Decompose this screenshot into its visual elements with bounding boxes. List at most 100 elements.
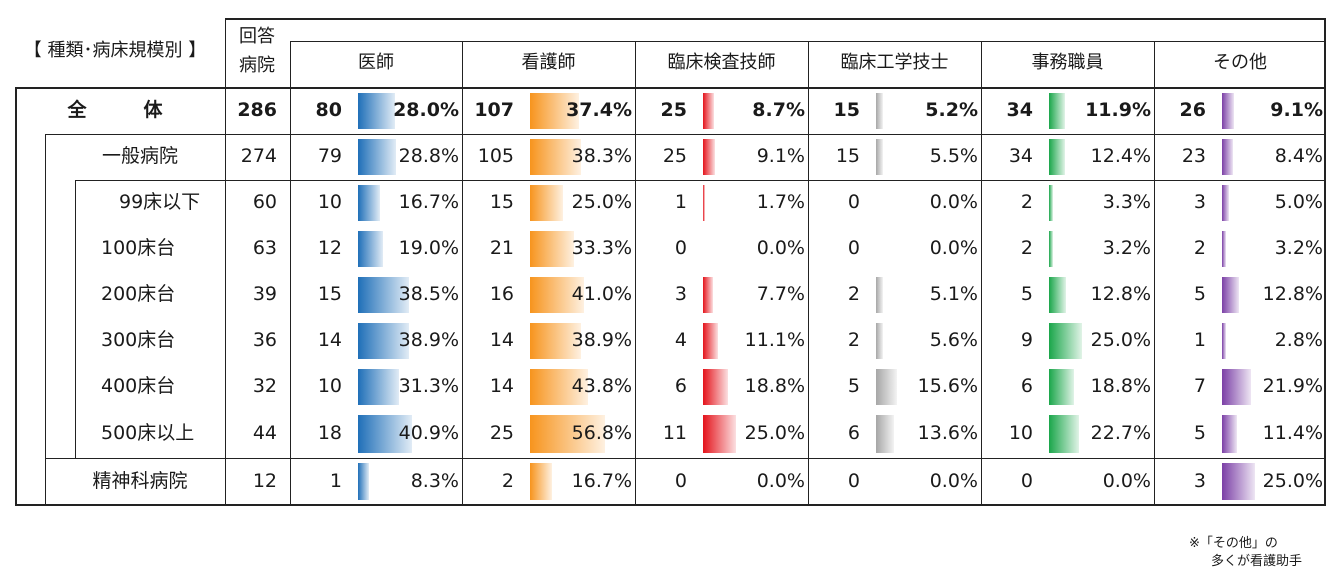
grid-line — [1324, 18, 1326, 505]
percent-value: 38.9% — [398, 329, 459, 351]
respondents-count: 60 — [252, 191, 277, 213]
percent-value: 3.3% — [1102, 191, 1151, 213]
percent-bar — [530, 139, 581, 175]
percent-bar — [530, 369, 588, 405]
count-value: 10 — [317, 375, 342, 397]
percent-bar — [876, 369, 897, 405]
count-value: 5 — [847, 375, 860, 397]
row-label: 全 体 — [67, 99, 163, 121]
respondents-heading-line1: 回答 — [239, 26, 275, 47]
count-value: 2 — [847, 283, 860, 305]
percent-value: 9.1% — [756, 145, 805, 167]
data-table: 【 種類･病床規模別 】 回答 病院 医師 看護師 臨床検査技師 臨床工学技士 事務職員 その他… — [15, 18, 1326, 506]
count-value: 10 — [317, 191, 342, 213]
count-value: 2 — [847, 329, 860, 351]
percent-bar — [1222, 415, 1238, 453]
count-value: 0 — [674, 469, 687, 492]
percent-value: 25.0% — [744, 422, 805, 444]
count-value: 3 — [1193, 469, 1206, 492]
percent-bar — [703, 369, 728, 405]
percent-value: 43.8% — [571, 375, 632, 397]
percent-bar — [358, 93, 395, 129]
percent-value: 38.9% — [571, 329, 632, 351]
percent-value: 12.8% — [1262, 283, 1323, 305]
grid-line — [225, 18, 226, 505]
percent-bar — [1222, 277, 1239, 313]
count-value: 3 — [674, 283, 687, 305]
count-value: 4 — [674, 329, 687, 351]
percent-value: 33.3% — [571, 237, 632, 259]
percent-value: 12.4% — [1090, 145, 1151, 167]
percent-bar — [1049, 185, 1054, 221]
percent-value: 0.0% — [929, 237, 978, 259]
percent-bar — [358, 277, 409, 313]
grid-line — [45, 458, 1326, 459]
count-value: 23 — [1181, 145, 1206, 167]
percent-bar — [1049, 93, 1065, 129]
percent-value: 41.0% — [571, 283, 632, 305]
row-label: 500床以上 — [101, 422, 195, 444]
percent-value: 5.2% — [925, 99, 978, 121]
grid-line — [225, 18, 1326, 20]
respondents-count: 44 — [252, 422, 277, 444]
percent-bar — [530, 415, 605, 453]
count-value: 21 — [489, 237, 514, 259]
percent-value: 0.0% — [929, 191, 978, 213]
percent-bar — [530, 277, 585, 313]
grid-line — [15, 87, 1326, 89]
percent-bar — [530, 185, 563, 221]
percent-bar — [1049, 415, 1079, 453]
percent-value: 0.0% — [929, 469, 978, 492]
grid-line — [635, 41, 636, 505]
column-header-3: 臨床工学技士 — [840, 52, 949, 73]
percent-bar — [530, 463, 553, 500]
count-value: 105 — [477, 145, 514, 167]
percent-value: 38.3% — [571, 145, 632, 167]
count-value: 15 — [317, 283, 342, 305]
percent-value: 1.7% — [756, 191, 805, 213]
percent-value: 3.2% — [1102, 237, 1151, 259]
percent-value: 0.0% — [756, 237, 805, 259]
grid-line — [15, 504, 1326, 506]
row-label: 200床台 — [101, 283, 176, 305]
percent-value: 11.4% — [1262, 422, 1323, 444]
percent-bar — [358, 415, 412, 453]
percent-bar — [1049, 277, 1066, 313]
count-value: 2 — [1193, 237, 1206, 259]
count-value: 5 — [1193, 283, 1206, 305]
percent-bar — [530, 231, 574, 267]
percent-bar — [358, 231, 384, 267]
percent-bar — [1049, 139, 1066, 175]
percent-bar — [1222, 231, 1227, 267]
count-value: 25 — [489, 422, 514, 444]
count-value: 26 — [1179, 99, 1206, 121]
percent-value: 11.1% — [744, 329, 805, 351]
percent-bar — [1049, 231, 1054, 267]
percent-value: 16.7% — [571, 469, 632, 492]
count-value: 1 — [329, 469, 342, 492]
percent-value: 16.7% — [398, 191, 459, 213]
count-value: 0 — [1020, 469, 1033, 492]
percent-bar — [1222, 185, 1229, 221]
percent-value: 9.1% — [1270, 99, 1323, 121]
percent-value: 5.0% — [1274, 191, 1323, 213]
grid-line — [1154, 41, 1155, 505]
grid-line — [75, 180, 1326, 181]
percent-bar — [1049, 323, 1082, 359]
column-header-0: 医師 — [358, 52, 394, 73]
grid-line — [75, 180, 76, 458]
count-value: 6 — [847, 422, 860, 444]
percent-value: 28.8% — [398, 145, 459, 167]
percent-value: 38.5% — [398, 283, 459, 305]
column-header-1: 看護師 — [521, 52, 576, 73]
count-value: 6 — [1020, 375, 1033, 397]
percent-bar — [876, 277, 883, 313]
percent-value: 3.2% — [1274, 237, 1323, 259]
count-value: 34 — [1006, 99, 1033, 121]
percent-value: 8.7% — [752, 99, 805, 121]
count-value: 9 — [1020, 329, 1033, 351]
row-label: 300床台 — [101, 329, 176, 351]
row-label: 100床台 — [101, 237, 176, 259]
percent-bar — [703, 323, 718, 359]
count-value: 14 — [489, 329, 514, 351]
